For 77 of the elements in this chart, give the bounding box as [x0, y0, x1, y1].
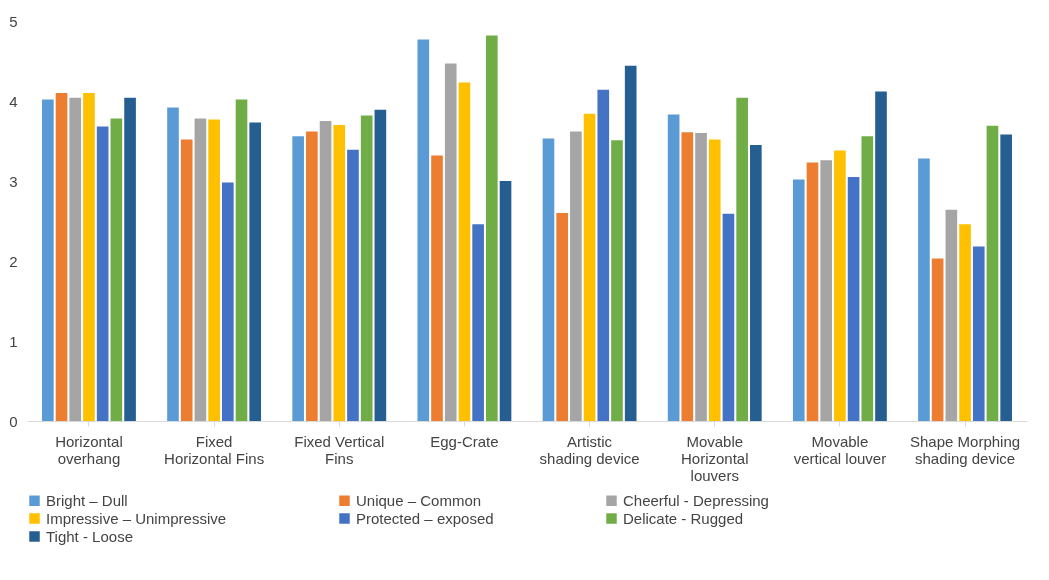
bar — [750, 145, 762, 421]
bar — [83, 93, 95, 421]
x-tick-label: Fixed Vertical Fins — [294, 432, 385, 467]
bar — [374, 109, 387, 421]
bar — [847, 177, 860, 421]
bar — [722, 213, 735, 421]
x-tick-label: Fixed Horizontal Fins — [164, 432, 265, 467]
bar — [55, 93, 68, 421]
legend-label: Tight - Loose — [46, 527, 133, 545]
x-tick-label: Artistic shading device — [539, 432, 640, 467]
bar — [945, 209, 958, 421]
bar — [167, 107, 179, 421]
bar — [221, 182, 234, 421]
bar — [180, 139, 193, 421]
y-tick-label: 2 — [9, 252, 18, 270]
bar — [208, 119, 220, 421]
bar — [681, 132, 694, 421]
bar — [542, 138, 555, 421]
bar — [360, 115, 373, 421]
y-tick-label: 4 — [9, 92, 18, 110]
legend-label: Impressive – Unimpressive — [46, 509, 227, 527]
bar — [235, 99, 248, 421]
bar — [556, 213, 568, 421]
bar — [861, 136, 874, 421]
bar — [499, 181, 512, 421]
legend-label: Protected – exposed — [356, 509, 494, 527]
bar — [124, 97, 136, 421]
bar — [624, 65, 637, 421]
y-tick-label: 5 — [9, 12, 18, 30]
bar — [472, 224, 484, 421]
bar — [1000, 134, 1012, 421]
bar — [834, 150, 846, 421]
bar — [931, 258, 944, 421]
bar — [986, 125, 999, 421]
bar — [570, 131, 582, 421]
bar — [333, 125, 346, 421]
bar — [806, 162, 819, 421]
bar — [194, 118, 207, 421]
bar — [347, 149, 359, 421]
bar — [695, 133, 707, 421]
legend-label: Bright – Dull — [46, 491, 128, 509]
bar — [319, 121, 332, 421]
bar — [875, 91, 887, 421]
bar — [458, 82, 471, 421]
x-tick-label: Egg-Crate — [430, 432, 499, 450]
bar — [486, 35, 498, 421]
bar — [96, 126, 109, 421]
bar — [444, 63, 457, 421]
bar — [249, 122, 262, 421]
bar — [597, 89, 610, 421]
bar — [306, 131, 318, 421]
bar — [667, 114, 680, 421]
bar — [69, 97, 82, 421]
bar — [972, 246, 985, 421]
x-tick-label: Shape Morphing shading device — [910, 432, 1021, 467]
y-tick-label: 0 — [9, 412, 18, 430]
bar — [292, 136, 304, 421]
bar — [431, 155, 443, 421]
bar — [918, 158, 930, 421]
bar — [417, 39, 430, 421]
bar — [959, 224, 971, 421]
bar — [110, 118, 123, 421]
y-tick-label: 3 — [9, 172, 18, 190]
y-tick-label: 1 — [9, 332, 18, 350]
x-tick-label: Horizontal overhang — [55, 432, 123, 467]
legend-label: Unique – Common — [356, 491, 482, 509]
bar — [611, 140, 623, 421]
bar — [792, 179, 805, 421]
bar — [583, 113, 596, 421]
legend-label: Cheerful - Depressing — [623, 491, 769, 509]
bar — [42, 99, 54, 421]
bar — [736, 97, 748, 421]
x-tick-label: Movable Horizontal louvers — [680, 432, 749, 484]
bar — [708, 139, 721, 421]
legend-label: Delicate - Rugged — [623, 509, 744, 527]
bar — [820, 160, 833, 421]
x-tick-label: Movable vertical louver — [793, 432, 887, 467]
